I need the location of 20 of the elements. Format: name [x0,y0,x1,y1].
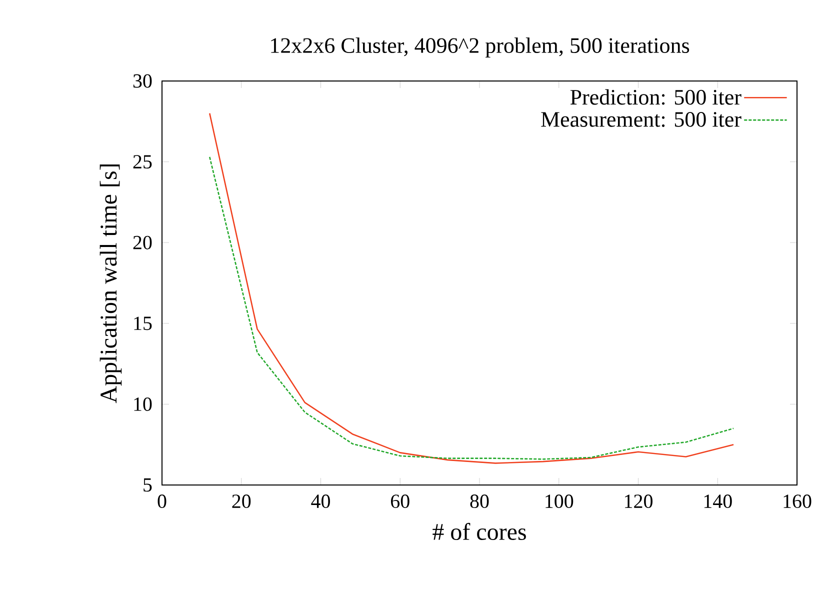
y-axis-title: Application wall time [s] [100,164,122,404]
chart-title: 12x2x6 Cluster, 4096^2 problem, 500 iterations [271,38,690,58]
x-tick-label: 160 [784,494,812,508]
x-tick-label: 20 [232,494,251,508]
y-tick-label: 15 [134,316,152,330]
y-tick-label: 20 [133,236,152,250]
legend-label: Prediction: 500 iter [570,89,742,105]
x-tick-label: 100 [546,494,574,508]
x-tick-label: 40 [311,494,330,508]
y-tick-label: 5 [144,478,152,492]
x-tick-label: 80 [470,494,489,508]
x-tick-label: 60 [390,494,410,508]
legend-label: Measurement: 500 iter [541,112,742,127]
x-tick-label: 0 [158,494,166,508]
x-axis-title: # of cores [432,522,526,540]
x-tick-label: 120 [625,494,652,508]
y-tick-label: 10 [134,397,152,411]
y-tick-label: 25 [133,155,152,169]
y-tick-label: 30 [133,74,152,88]
x-tick-label: 140 [704,494,732,508]
